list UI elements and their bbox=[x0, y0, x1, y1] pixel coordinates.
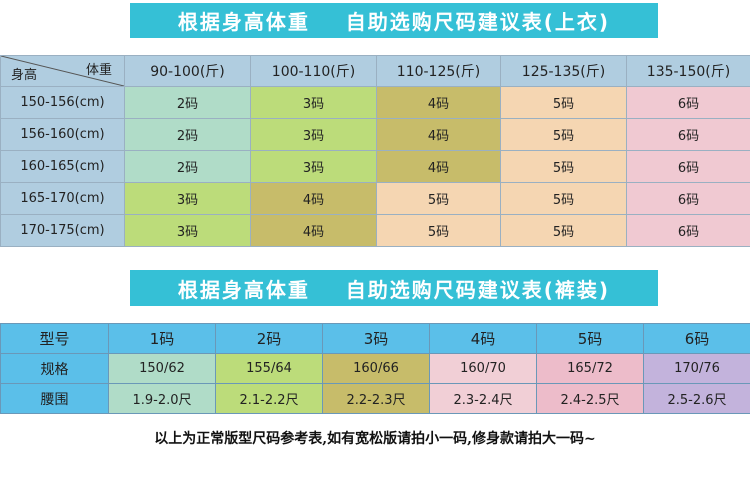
size-cell: 5码 bbox=[500, 150, 627, 183]
waist-cell: 2.4-2.5尺 bbox=[536, 383, 644, 414]
size-cell: 3码 bbox=[250, 150, 377, 183]
bottom-header-row: 型号 1码 2码 3码 4码 5码 6码 bbox=[0, 323, 750, 354]
table-row: 150-156(cm) 2码 3码 4码 5码 6码 bbox=[0, 86, 750, 119]
size-cell: 5码 bbox=[500, 214, 627, 247]
size-cell: 3码 bbox=[124, 214, 251, 247]
waist-cell: 2.5-2.6尺 bbox=[643, 383, 750, 414]
size-cell: 5码 bbox=[376, 214, 501, 247]
weight-header: 90-100(斤) bbox=[124, 55, 251, 87]
size-cell: 6码 bbox=[626, 118, 750, 151]
corner-height-label: 身高 bbox=[11, 68, 38, 83]
table-row: 165-170(cm) 3码 4码 5码 5码 6码 bbox=[0, 182, 750, 215]
spec-cell: 170/76 bbox=[643, 353, 750, 384]
waist-cell: 1.9-2.0尺 bbox=[108, 383, 216, 414]
table-row: 160-165(cm) 2码 3码 4码 5码 6码 bbox=[0, 150, 750, 183]
bottom-size-table: 型号 1码 2码 3码 4码 5码 6码 规格 150/62 155/64 16… bbox=[0, 323, 750, 414]
height-label: 165-170(cm) bbox=[0, 182, 125, 215]
footer-note: 以上为正常版型尺码参考表,如有宽松版请拍小一码,修身款请拍大一码~ bbox=[154, 431, 596, 447]
size-cell: 5码 bbox=[500, 182, 627, 215]
table-row: 规格 150/62 155/64 160/66 160/70 165/72 17… bbox=[0, 353, 750, 384]
size-header: 5码 bbox=[536, 323, 644, 354]
spec-label: 规格 bbox=[0, 353, 109, 384]
size-cell: 4码 bbox=[250, 182, 377, 215]
weight-header: 100-110(斤) bbox=[250, 55, 377, 87]
spec-cell: 150/62 bbox=[108, 353, 216, 384]
spec-cell: 160/70 bbox=[429, 353, 537, 384]
size-header: 6码 bbox=[643, 323, 750, 354]
size-cell: 4码 bbox=[376, 118, 501, 151]
weight-header: 135-150(斤) bbox=[626, 55, 750, 87]
size-header: 2码 bbox=[215, 323, 323, 354]
weight-header: 125-135(斤) bbox=[500, 55, 627, 87]
size-cell: 6码 bbox=[626, 86, 750, 119]
table-row: 170-175(cm) 3码 4码 5码 5码 6码 bbox=[0, 214, 750, 247]
height-label: 170-175(cm) bbox=[0, 214, 125, 247]
size-cell: 4码 bbox=[376, 86, 501, 119]
waist-label: 腰围 bbox=[0, 383, 109, 414]
spec-cell: 160/66 bbox=[322, 353, 430, 384]
size-cell: 6码 bbox=[626, 182, 750, 215]
size-cell: 6码 bbox=[626, 214, 750, 247]
table-row: 156-160(cm) 2码 3码 4码 5码 6码 bbox=[0, 118, 750, 151]
height-label: 156-160(cm) bbox=[0, 118, 125, 151]
spec-cell: 155/64 bbox=[215, 353, 323, 384]
spec-cell: 165/72 bbox=[536, 353, 644, 384]
size-cell: 4码 bbox=[376, 150, 501, 183]
size-cell: 3码 bbox=[250, 86, 377, 119]
size-cell: 5码 bbox=[500, 86, 627, 119]
corner-cell: 体重 身高 bbox=[0, 55, 125, 87]
bottom-title-banner: 根据身高体重 自助选购尺码建议表(裤装) bbox=[130, 270, 658, 306]
diagonal-line bbox=[1, 56, 124, 86]
top-title-banner: 根据身高体重 自助选购尺码建议表(上衣) bbox=[130, 3, 658, 38]
size-header: 1码 bbox=[108, 323, 216, 354]
size-cell: 2码 bbox=[124, 86, 251, 119]
model-label: 型号 bbox=[0, 323, 109, 354]
table-row: 腰围 1.9-2.0尺 2.1-2.2尺 2.2-2.3尺 2.3-2.4尺 2… bbox=[0, 383, 750, 414]
size-cell: 2码 bbox=[124, 150, 251, 183]
top-header-row: 体重 身高 90-100(斤) 100-110(斤) 110-125(斤) 12… bbox=[0, 55, 750, 87]
size-cell: 5码 bbox=[500, 118, 627, 151]
size-cell: 2码 bbox=[124, 118, 251, 151]
size-header: 3码 bbox=[322, 323, 430, 354]
waist-cell: 2.2-2.3尺 bbox=[322, 383, 430, 414]
size-cell: 6码 bbox=[626, 150, 750, 183]
size-cell: 3码 bbox=[124, 182, 251, 215]
waist-cell: 2.1-2.2尺 bbox=[215, 383, 323, 414]
size-cell: 4码 bbox=[250, 214, 377, 247]
size-cell: 5码 bbox=[376, 182, 501, 215]
size-header: 4码 bbox=[429, 323, 537, 354]
size-cell: 3码 bbox=[250, 118, 377, 151]
height-label: 150-156(cm) bbox=[0, 86, 125, 119]
waist-cell: 2.3-2.4尺 bbox=[429, 383, 537, 414]
height-label: 160-165(cm) bbox=[0, 150, 125, 183]
weight-header: 110-125(斤) bbox=[376, 55, 501, 87]
top-size-table: 体重 身高 90-100(斤) 100-110(斤) 110-125(斤) 12… bbox=[0, 55, 750, 247]
corner-weight-label: 体重 bbox=[85, 63, 112, 78]
